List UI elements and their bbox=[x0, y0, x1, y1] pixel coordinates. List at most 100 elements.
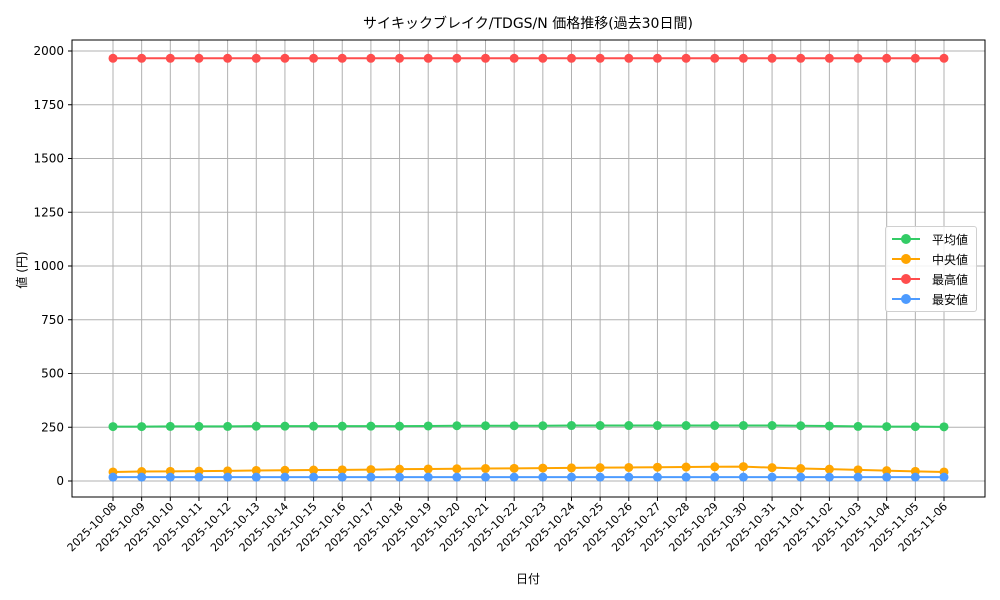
data-point bbox=[882, 472, 892, 482]
data-point bbox=[767, 53, 777, 63]
data-point bbox=[137, 53, 147, 63]
data-point bbox=[423, 421, 433, 431]
data-point bbox=[452, 472, 462, 482]
data-point bbox=[624, 462, 634, 472]
data-point bbox=[853, 421, 863, 431]
data-point bbox=[509, 53, 519, 63]
data-point bbox=[509, 463, 519, 473]
data-point bbox=[738, 472, 748, 482]
data-point bbox=[194, 53, 204, 63]
data-point bbox=[309, 53, 319, 63]
data-point bbox=[595, 53, 605, 63]
data-point bbox=[824, 421, 834, 431]
data-point bbox=[251, 421, 261, 431]
plot-area bbox=[71, 39, 986, 498]
data-point bbox=[280, 53, 290, 63]
data-point bbox=[538, 463, 548, 473]
data-point bbox=[251, 53, 261, 63]
data-point bbox=[853, 472, 863, 482]
y-axis: 0 250 500 750 1000 1250 1500 1750 2000 bbox=[33, 44, 72, 488]
y-tick-label: 1000 bbox=[33, 259, 64, 273]
data-point bbox=[824, 464, 834, 474]
data-point bbox=[624, 53, 634, 63]
y-tick-label: 250 bbox=[41, 420, 64, 434]
data-point bbox=[452, 464, 462, 474]
data-point bbox=[251, 465, 261, 475]
data-point bbox=[223, 466, 233, 476]
data-point bbox=[767, 472, 777, 482]
data-point bbox=[108, 53, 118, 63]
data-point bbox=[481, 421, 491, 431]
data-point bbox=[710, 472, 720, 482]
data-point bbox=[767, 463, 777, 473]
data-point bbox=[280, 421, 290, 431]
data-point bbox=[652, 421, 662, 431]
data-point bbox=[681, 53, 691, 63]
y-tick-label: 500 bbox=[41, 367, 64, 381]
data-point bbox=[738, 462, 748, 472]
data-point bbox=[395, 421, 405, 431]
x-axis-label: 日付 bbox=[516, 572, 540, 586]
data-point bbox=[595, 421, 605, 431]
data-point bbox=[652, 462, 662, 472]
data-point bbox=[595, 463, 605, 473]
series-0 bbox=[108, 421, 949, 432]
data-point bbox=[882, 422, 892, 432]
data-point bbox=[251, 472, 261, 482]
data-point bbox=[566, 421, 576, 431]
grid bbox=[72, 40, 985, 497]
y-tick-label: 1750 bbox=[33, 98, 64, 112]
data-point bbox=[824, 53, 834, 63]
data-point bbox=[509, 472, 519, 482]
legend-marker-icon bbox=[901, 254, 911, 264]
data-point bbox=[194, 472, 204, 482]
data-point bbox=[853, 465, 863, 475]
data-point bbox=[194, 421, 204, 431]
data-point bbox=[452, 53, 462, 63]
series-1 bbox=[108, 462, 949, 477]
data-point bbox=[423, 464, 433, 474]
data-point bbox=[395, 472, 405, 482]
legend-label: 最安値 bbox=[932, 293, 969, 307]
x-axis: 2025-10-082025-10-092025-10-102025-10-11… bbox=[65, 497, 950, 554]
data-point bbox=[395, 464, 405, 474]
data-point bbox=[566, 53, 576, 63]
data-point bbox=[796, 472, 806, 482]
data-point bbox=[309, 421, 319, 431]
legend-item: 最安値 bbox=[886, 289, 976, 309]
legend-label: 中央値 bbox=[932, 253, 969, 267]
y-tick-label: 1250 bbox=[33, 205, 64, 219]
y-tick-label: 1500 bbox=[33, 152, 64, 166]
data-point bbox=[337, 472, 347, 482]
y-tick-label: 0 bbox=[56, 474, 64, 488]
series-2 bbox=[108, 53, 949, 63]
data-point bbox=[223, 53, 233, 63]
data-point bbox=[681, 421, 691, 431]
data-point bbox=[853, 53, 863, 63]
data-point bbox=[681, 472, 691, 482]
legend-marker-icon bbox=[901, 234, 911, 244]
data-point bbox=[882, 466, 892, 476]
data-point bbox=[395, 53, 405, 63]
data-point bbox=[681, 462, 691, 472]
data-point bbox=[509, 421, 519, 431]
data-point bbox=[710, 53, 720, 63]
legend-label: 最高値 bbox=[932, 273, 969, 287]
data-point bbox=[796, 421, 806, 431]
data-point bbox=[108, 472, 118, 482]
data-point bbox=[624, 421, 634, 431]
data-point bbox=[566, 472, 576, 482]
legend-item: 中央値 bbox=[886, 249, 976, 269]
data-point bbox=[366, 465, 376, 475]
legend-item: 平均値 bbox=[886, 229, 976, 249]
data-point bbox=[538, 421, 548, 431]
data-point bbox=[337, 465, 347, 475]
data-point bbox=[423, 472, 433, 482]
data-point bbox=[137, 422, 147, 432]
legend-marker-icon bbox=[901, 274, 911, 284]
y-tick-label: 2000 bbox=[33, 44, 64, 58]
data-point bbox=[309, 472, 319, 482]
data-point bbox=[366, 472, 376, 482]
y-axis-label: 値 (円) bbox=[14, 251, 29, 288]
